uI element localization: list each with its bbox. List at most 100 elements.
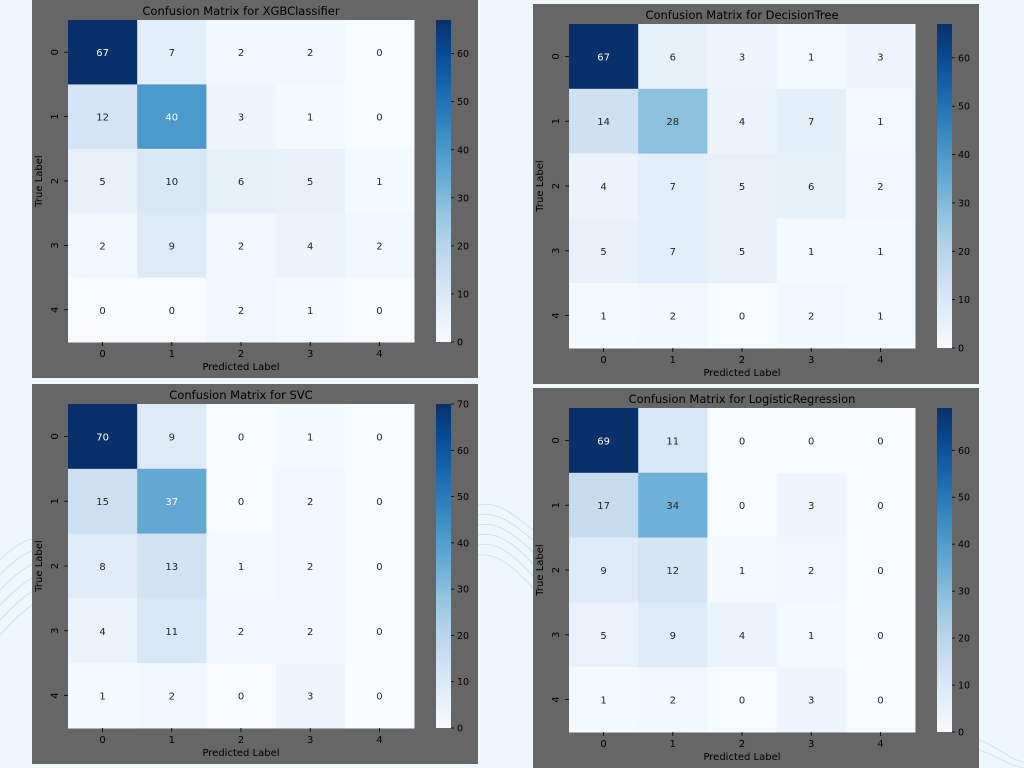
x-tick-label: 4 [877,355,883,366]
heatmap-cell [776,602,847,668]
heatmap-cell [275,148,346,214]
heatmap-cell [638,472,708,539]
colorbar-tick-label: 50 [958,102,970,113]
heatmap-cell [206,213,277,279]
cell-value-label: 14 [597,117,610,128]
y-tick-label: 0 [50,433,61,439]
cell-value-label: 1 [808,52,814,63]
heatmap-cell [68,277,138,343]
heatmap-cell [707,88,778,155]
x-tick-label: 4 [877,739,883,750]
cell-value-label: 0 [877,631,883,642]
heatmap-cell [137,533,207,599]
cell-value-label: 2 [307,627,313,638]
cell-value-label: 37 [165,497,178,508]
heatmap-cell [569,283,639,349]
heatmap-cell [707,602,778,668]
x-axis-label: Predicted Label [703,752,780,763]
colorbar [937,408,952,732]
cell-value-label: 1 [739,566,745,577]
cell-value-label: 0 [376,432,382,443]
heatmap-cell [275,598,346,664]
heatmap-cell [845,218,916,284]
colorbar-tick-label: 20 [958,634,970,645]
heatmap-cell [275,277,346,343]
cell-value-label: 3 [808,501,814,512]
cell-value-label: 0 [376,306,382,317]
heatmap-cell [137,20,207,85]
heatmap-cell [344,468,415,535]
cell-value-label: 1 [307,432,313,443]
heatmap-cell [638,24,708,90]
cell-value-label: 2 [670,696,676,707]
chart-title: Confusion Matrix for XGBClassifier [142,4,339,18]
cell-value-label: 9 [169,241,175,252]
confusion-matrix-panel-decisiontree: Confusion Matrix for DecisionTree 67 6 3 1 3 1… [533,4,979,384]
colorbar-tick-label: 30 [958,587,970,598]
cell-value-label: 0 [169,306,175,317]
heatmap-cell [569,602,639,668]
heatmap-cell [569,408,639,474]
cell-value-label: 0 [376,48,382,59]
heatmap-cell [845,472,916,539]
cell-value-label: 2 [877,182,883,193]
x-tick-label: 3 [808,355,814,366]
heatmap-cell [344,148,415,214]
x-axis-label: Predicted Label [202,362,279,373]
cell-value-label: 11 [666,436,679,447]
cell-value-label: 5 [600,631,606,642]
cell-value-label: 0 [376,113,382,124]
heatmap-cell [206,20,277,85]
cell-value-label: 11 [165,627,178,638]
cell-value-label: 0 [376,692,382,703]
cell-value-label: 28 [666,117,679,128]
heatmap-cell [275,20,346,85]
confusion-matrix-panel-svc: Confusion Matrix for SVC 70 9 0 1 0 15 37 0 2 0 8 13… [32,384,478,764]
y-tick-label: 3 [551,248,562,254]
y-tick-label: 1 [551,502,562,508]
cell-value-label: 3 [808,696,814,707]
cell-value-label: 67 [597,52,610,63]
heatmap-cell [638,408,708,474]
heatmap-cell [206,148,277,214]
x-tick-label: 0 [99,735,105,746]
colorbar-tick-label: 20 [457,241,469,252]
x-axis-label: Predicted Label [202,748,279,759]
heatmap-cell [776,667,847,733]
y-tick-label: 1 [50,498,61,504]
heatmap-cell [344,404,415,470]
cell-value-label: 4 [739,117,745,128]
heatmap-cell [707,24,778,90]
x-tick-label: 4 [376,735,382,746]
colorbar [436,404,451,728]
cell-value-label: 1 [307,306,313,317]
heatmap-cell [845,153,916,219]
cell-value-label: 34 [666,501,679,512]
cell-value-label: 69 [597,436,610,447]
colorbar-tick-label: 20 [457,631,469,642]
chart-title: Confusion Matrix for SVC [169,388,312,402]
heatmap-cell [68,533,138,599]
cell-value-label: 0 [376,562,382,573]
cell-value-label: 1 [600,312,606,323]
heatmap-cell [845,667,916,733]
cell-value-label: 12 [96,113,109,124]
heatmap-cell [137,468,207,535]
confusion-matrix-panel-logisticregression: Confusion Matrix for LogisticRegression 6… [533,388,979,768]
heatmap-cell [344,663,415,729]
cell-value-label: 6 [670,52,676,63]
heatmap-cell [68,598,138,664]
heatmap-cell [845,24,916,90]
colorbar-tick-label: 0 [958,344,964,355]
heatmap-cell [344,20,415,85]
heatmap-cell [776,472,847,539]
heatmap-cell [776,88,847,155]
colorbar-tick-label: 40 [457,538,469,549]
heatmap-cell [707,472,778,539]
heatmap-cell [137,213,207,279]
heatmap-cell [275,468,346,535]
cell-value-label: 4 [307,241,313,252]
cell-value-label: 5 [739,247,745,258]
heatmap-cell [68,148,138,214]
